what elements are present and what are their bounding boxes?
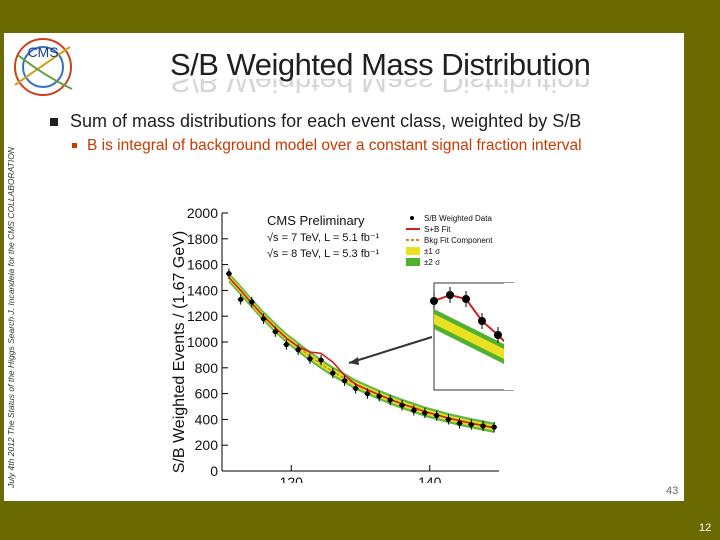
data-point xyxy=(283,339,290,350)
data-point xyxy=(329,367,336,379)
x-tick-label: 140 xyxy=(418,474,442,483)
inset-band-1-sigma xyxy=(434,314,514,364)
logo-text: CMS xyxy=(27,44,58,60)
data-marker xyxy=(422,410,428,416)
data-point xyxy=(225,268,232,279)
data-marker xyxy=(249,299,255,305)
inset-data-marker xyxy=(494,331,502,339)
data-marker xyxy=(468,421,474,428)
data-point xyxy=(341,375,348,386)
legend-label: ±2 σ xyxy=(424,258,440,267)
legend-marker xyxy=(406,247,420,255)
mass-plot: 0 200 400 600 800 1000 1200 1400 1600 1800 2000 120… xyxy=(164,173,514,483)
data-point xyxy=(468,419,475,430)
inset-data-marker xyxy=(462,295,470,303)
data-marker xyxy=(364,391,371,397)
data-point xyxy=(456,418,463,429)
y-axis-label: S/B Weighted Events / (1.67 GeV) xyxy=(171,231,188,474)
y-tick-label: 2000 xyxy=(187,205,218,221)
data-point xyxy=(237,294,244,305)
data-point xyxy=(445,414,452,425)
data-marker xyxy=(376,393,382,399)
data-marker xyxy=(387,397,393,403)
y-tick-label: 1600 xyxy=(187,257,218,273)
data-marker xyxy=(353,385,359,392)
data-point xyxy=(318,354,325,366)
cms-logo: CMS xyxy=(10,35,76,99)
arrow-head-icon xyxy=(349,357,359,365)
title-reflection: S/B Weighted Mass Distribution xyxy=(170,79,591,99)
inset-data-marker xyxy=(446,291,454,299)
data-point xyxy=(433,410,440,421)
data-point xyxy=(480,420,487,432)
chart-annotation: CMS Preliminary xyxy=(267,213,365,228)
legend-label: ±1 σ xyxy=(424,247,440,256)
chart-annotation: √s = 7 TeV, L = 5.1 fb⁻¹ xyxy=(267,232,380,244)
bullet-small-square-icon xyxy=(72,143,77,149)
chart-annotation: √s = 8 TeV, L = 5.3 fb⁻¹ xyxy=(267,248,380,260)
data-point xyxy=(260,313,267,324)
y-tick-label: 400 xyxy=(195,411,219,427)
data-marker xyxy=(411,407,417,413)
legend-label: Bkg Fit Component xyxy=(424,236,493,245)
y-tick-label: 200 xyxy=(195,437,219,453)
data-point xyxy=(410,405,417,416)
data-marker xyxy=(318,357,324,363)
legend-label: S+B Fit xyxy=(424,225,451,234)
bullet-sub-text: B is integral of background model over a… xyxy=(87,137,582,154)
zoom-arrow xyxy=(348,336,433,364)
inset-data-marker xyxy=(478,317,486,325)
y-tick-label: 0 xyxy=(210,463,218,479)
y-tick-label: 1000 xyxy=(187,334,218,350)
inset-data-marker xyxy=(430,297,438,305)
data-point xyxy=(295,344,302,355)
data-marker xyxy=(238,296,244,303)
data-marker xyxy=(445,416,452,422)
legend-marker xyxy=(410,216,414,220)
inner-page-number: 43 xyxy=(666,485,679,497)
bullet-main-text: Sum of mass distributions for each event… xyxy=(70,111,582,131)
data-marker xyxy=(295,347,301,353)
data-marker xyxy=(434,412,440,419)
data-marker xyxy=(330,370,336,376)
data-point xyxy=(387,394,394,406)
y-tick-label: 800 xyxy=(195,360,219,376)
data-marker xyxy=(341,378,348,384)
data-point xyxy=(491,421,498,433)
bullet-square-icon xyxy=(50,118,58,127)
data-marker xyxy=(491,424,497,430)
y-tick-label: 1400 xyxy=(187,282,218,298)
data-marker xyxy=(272,329,278,335)
data-point xyxy=(421,407,428,419)
data-marker xyxy=(260,316,267,322)
data-point xyxy=(272,326,279,337)
slide-title: S/B Weighted Mass Distribution xyxy=(170,47,591,82)
slide-number: 12 xyxy=(699,522,712,534)
x-tick-label: 120 xyxy=(280,474,304,483)
y-tick-label: 1800 xyxy=(187,231,218,247)
sidebar-footer-text: July 4th 2012 The Status of the Higgs Se… xyxy=(6,147,16,488)
data-point xyxy=(306,353,313,364)
y-tick-label: 600 xyxy=(195,386,219,402)
inset-clip xyxy=(504,283,514,390)
data-point xyxy=(376,391,383,402)
y-tick-label: 1200 xyxy=(187,308,218,324)
legend-marker xyxy=(406,258,420,266)
bullet-sub: B is integral of background model over a… xyxy=(72,137,582,155)
legend-label: S/B Weighted Data xyxy=(424,214,492,223)
slide: CMS S/B Weighted Mass Distribution S/B W… xyxy=(4,33,684,501)
data-marker xyxy=(456,420,463,426)
data-point xyxy=(364,388,371,399)
bullet-main: Sum of mass distributions for each event… xyxy=(50,111,581,132)
data-marker xyxy=(480,423,486,429)
data-point xyxy=(352,383,359,394)
data-marker xyxy=(226,271,232,277)
data-marker xyxy=(283,341,290,348)
data-point xyxy=(399,400,406,411)
data-marker xyxy=(399,402,405,408)
data-marker xyxy=(307,356,313,362)
data-point xyxy=(248,296,255,308)
